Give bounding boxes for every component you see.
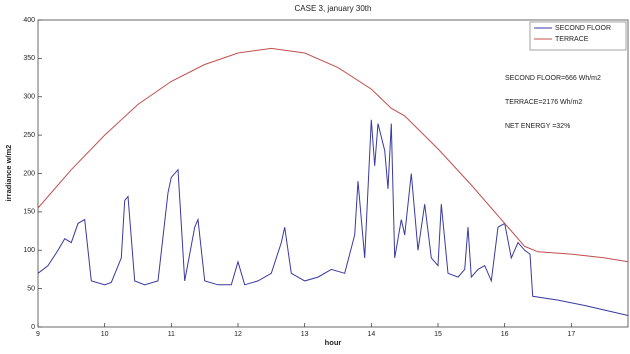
x-axis-label: hour xyxy=(325,338,342,347)
x-tick-label: 12 xyxy=(234,331,242,338)
x-tick-label: 13 xyxy=(301,331,309,338)
y-tick-label: 250 xyxy=(23,132,35,139)
x-tick-label: 10 xyxy=(101,331,109,338)
y-tick-label: 50 xyxy=(27,285,35,292)
series-line xyxy=(37,47,629,263)
legend-box xyxy=(529,21,627,51)
x-tick-label: 15 xyxy=(434,331,442,338)
x-tick-label: 14 xyxy=(367,331,375,338)
y-tick-label: 0 xyxy=(31,324,35,331)
y-tick-label: 200 xyxy=(23,170,35,177)
y-axis-label: irradiance w/m2 xyxy=(4,145,13,202)
annotation: SECOND FLOOR=666 Wh/m2 xyxy=(505,75,601,82)
x-tick-label: 17 xyxy=(567,331,575,338)
y-tick-label: 300 xyxy=(23,94,35,101)
y-tick-label: 400 xyxy=(23,17,35,24)
y-tick-label: 350 xyxy=(23,55,35,62)
legend-label: TERRACE xyxy=(555,36,589,43)
annotation: NET ENERGY =32% xyxy=(505,123,570,130)
x-tick-label: 11 xyxy=(168,331,175,338)
annotation: TERRACE=2176 Wh/m2 xyxy=(505,99,582,106)
x-tick-label: 9 xyxy=(36,331,40,338)
series-line xyxy=(37,119,629,316)
plot-frame xyxy=(37,19,629,328)
legend-label: SECOND FLOOR xyxy=(555,25,611,32)
x-tick-label: 16 xyxy=(501,331,509,338)
y-tick-label: 100 xyxy=(23,247,35,254)
chart-title: CASE 3, january 30th xyxy=(295,4,372,13)
y-tick-label: 150 xyxy=(23,209,35,216)
